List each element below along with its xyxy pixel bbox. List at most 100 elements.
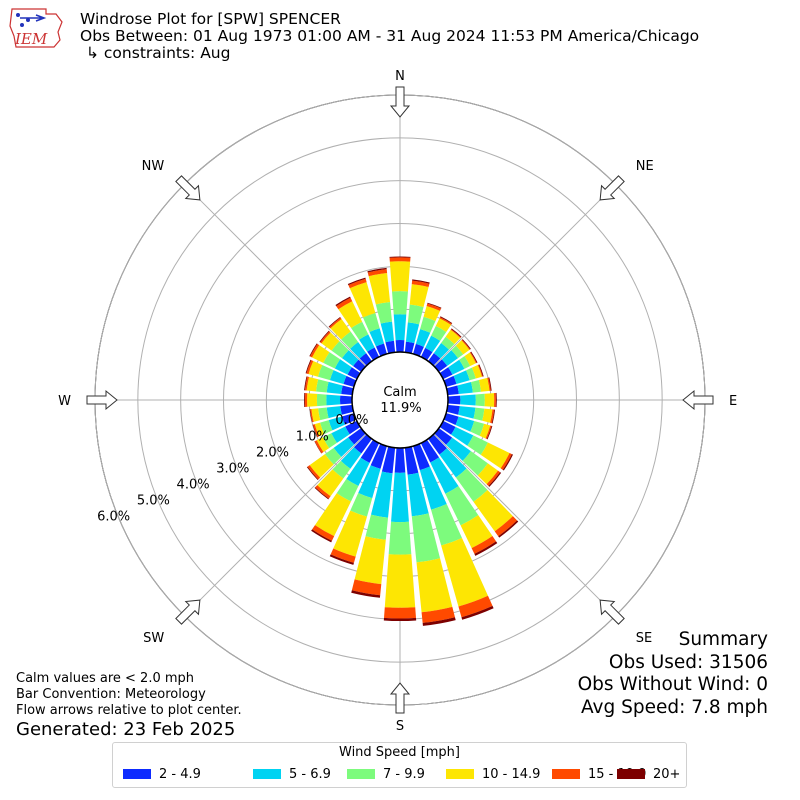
windrose-bar-segment [381, 446, 396, 474]
windrose-bar-segment [441, 537, 488, 607]
windrose-bar-segment [385, 340, 396, 354]
windrose-bar-segment [494, 516, 518, 537]
calm-value: 11.9% [380, 401, 421, 416]
legend-swatch [123, 768, 151, 779]
windrose-bar-segment [434, 428, 453, 445]
windrose-bar-segment [471, 536, 497, 554]
windrose-bar-segment [431, 325, 447, 341]
legend-swatch [253, 768, 281, 779]
windrose-bar-segment [389, 261, 411, 292]
windrose-bar-segment [340, 404, 354, 415]
legend-swatch [552, 768, 580, 779]
flow-arrow-icon [175, 175, 201, 201]
radial-tick-label: 6.0% [97, 510, 130, 525]
angular-grid-line [433, 433, 617, 617]
windrose-bar-segment [314, 440, 324, 454]
windrose-bar-segment [415, 329, 431, 347]
windrose-bar-segment [470, 421, 485, 436]
windrose-bar-segment [491, 409, 496, 424]
windrose-bar-segment [367, 267, 387, 273]
windrose-bar-segment [394, 447, 406, 473]
legend-item: 20+ [617, 767, 680, 782]
windrose-bar-segment [393, 314, 407, 341]
windrose-bar-segment [439, 420, 456, 435]
windrose-bar-segment [333, 510, 367, 557]
compass-label: NE [636, 159, 654, 174]
compass-label: E [729, 394, 737, 409]
legend-item: 7 - 9.9 [347, 767, 425, 782]
windrose-bar-segment [316, 437, 330, 453]
windrose-bar-segment [459, 356, 471, 369]
windrose-bar-segment [329, 317, 342, 329]
windrose-bar-segment [360, 439, 380, 463]
windrose-bar-segment [425, 335, 441, 353]
windrose-bar-segment [347, 277, 366, 286]
windrose-bar-segment [328, 416, 345, 431]
windrose-bar-segment [341, 331, 359, 349]
legend-item: 2 - 4.9 [123, 767, 201, 782]
windrose-bar-segment [431, 503, 462, 546]
windrose-bar-segment [354, 536, 386, 585]
windrose-bar-segment [338, 301, 363, 329]
windrose-bar-segment [353, 359, 366, 372]
windrose-bar-segment [351, 321, 369, 340]
windrose-bar-segment [419, 466, 447, 510]
flow-arrow-icon [599, 599, 625, 625]
compass-label: SE [636, 631, 652, 646]
windrose-bar-segment [486, 425, 493, 440]
angular-grid-line [183, 183, 367, 367]
legend-item: 10 - 14.9 [446, 767, 540, 782]
constraints: ↳ constraints: Aug [86, 44, 231, 62]
windrose-bar-segment [446, 437, 471, 461]
windrose-bar-segment [328, 316, 341, 328]
windrose-bar-segment [477, 463, 498, 485]
windrose-bar-segment [380, 321, 394, 343]
windrose-bar-segment [330, 319, 351, 340]
windrose-bar-segment [447, 395, 461, 405]
windrose-bar-segment [500, 452, 512, 470]
windrose-bar-segment [311, 529, 332, 543]
windrose-bar-segment [306, 466, 319, 481]
windrose-bar-segment [478, 364, 484, 377]
windrose-bar-segment [407, 472, 429, 517]
flow-arrow-icon [682, 389, 714, 411]
windrose-bar-segment [304, 376, 310, 391]
windrose-bar-segment [310, 343, 320, 358]
calm-circle [351, 351, 449, 449]
windrose-bar-segment [341, 350, 359, 367]
windrose-bar-segment [440, 316, 453, 324]
windrose-bar-segment [462, 451, 488, 476]
windrose-bars [304, 256, 519, 626]
windrose-bar-segment [367, 269, 388, 277]
windrose-bar-segment [490, 409, 495, 424]
windrose-bar-segment [389, 257, 411, 262]
windrose-bar-segment [347, 367, 361, 380]
windrose-bar-segment [471, 365, 483, 379]
radial-tick-label: 2.0% [256, 445, 289, 460]
windrose-bar-segment [461, 339, 471, 350]
windrose-bar-segment [480, 442, 510, 469]
windrose-bar-segment [383, 607, 417, 619]
windrose-bar-segment [477, 364, 483, 377]
windrose-bar-segment [336, 479, 359, 502]
windrose-bar-segment [448, 359, 465, 375]
windrose-bar-segment [473, 489, 513, 532]
angular-grid-line [183, 433, 367, 617]
windrose-bar-segment [304, 376, 308, 391]
windrose-bar-segment [318, 407, 329, 421]
legend-label: 20+ [653, 767, 681, 782]
windrose-bar-segment [443, 413, 459, 425]
windrose-bar-segment [332, 460, 351, 479]
windrose-bar-segment [404, 341, 415, 354]
windrose-bar-segment [331, 426, 350, 443]
windrose-bar-segment [462, 339, 471, 350]
windrose-bar-segment [307, 465, 321, 480]
generated-date: Generated: 23 Feb 2025 [16, 719, 236, 740]
windrose-bar-segment [409, 284, 429, 307]
windrose-bar-segment [445, 329, 461, 345]
windrose-bar-segment [343, 375, 357, 387]
windrose-bar-segment [487, 377, 491, 391]
windrose-bar-segment [461, 605, 494, 620]
windrose-bar-segment [306, 376, 319, 392]
